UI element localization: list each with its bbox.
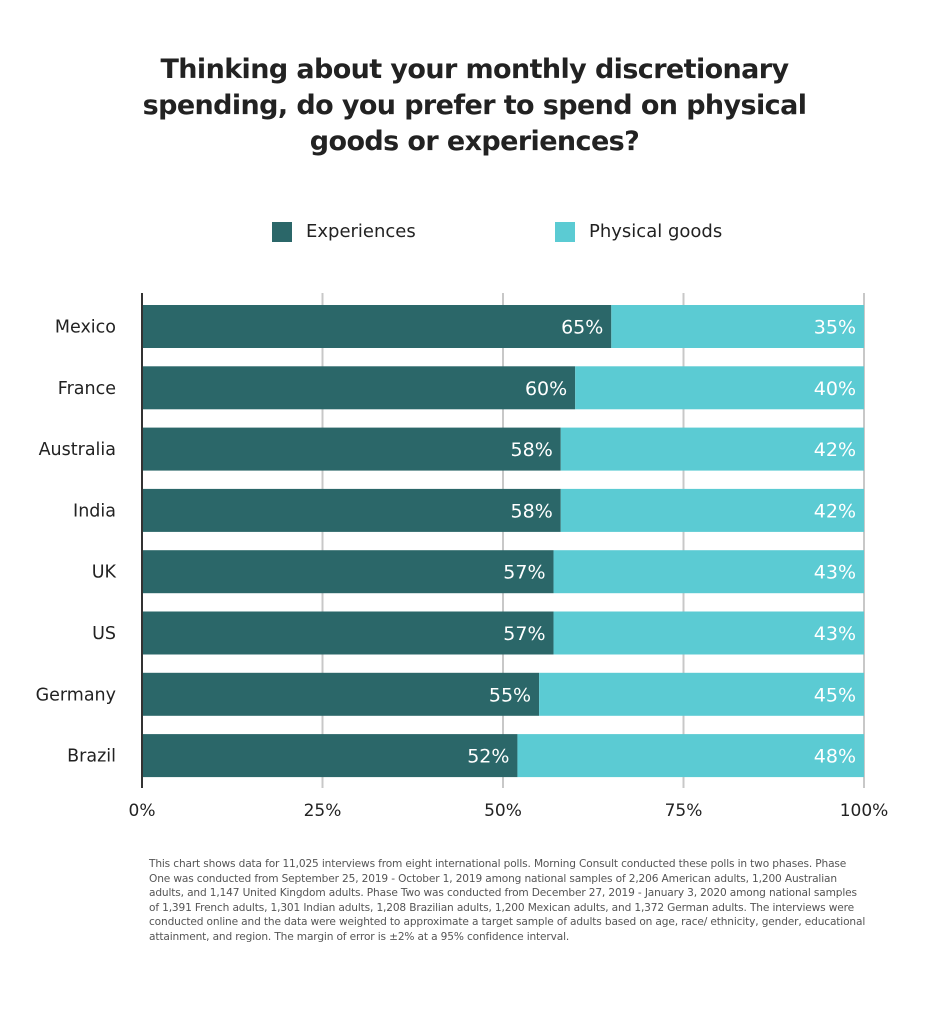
bar-experiences [142,734,518,778]
data-label: 55% [489,684,531,706]
data-label: 57% [503,623,545,645]
legend-swatch-physical-goods [555,221,575,242]
category-label: Germany [36,685,116,705]
data-label: 42% [814,500,856,522]
bar-physical-goods [539,672,864,716]
data-label: 58% [511,500,553,522]
bar-experiences [142,366,576,410]
bar-physical-goods [553,611,864,655]
legend-label: Experiences [306,221,416,242]
x-tick-label: 100% [840,801,889,821]
category-label: France [58,379,116,399]
bar-chart: 65% 35% Mexico 60% 40% France 58% 42% Australia 5… [36,293,889,821]
data-label: 45% [814,684,856,706]
data-label: 58% [511,439,553,461]
legend-swatch-experiences [272,221,292,242]
chart-title-line: spending, do you prefer to spend on phys… [142,90,807,121]
data-label: 65% [561,317,603,339]
bar-physical-goods [517,734,864,778]
category-label: Australia [39,440,116,460]
chart-title-line: Thinking about your monthly discretionar… [160,54,789,85]
bar-experiences [142,672,540,716]
bar-physical-goods [611,305,864,348]
category-label: US [92,624,116,644]
bar-experiences [142,550,554,594]
category-label: India [73,501,116,521]
category-label: Brazil [67,747,116,767]
data-label: 43% [814,623,856,645]
bar-physical-goods [575,366,864,410]
data-label: 48% [814,746,856,768]
chart-title-line: goods or experiences? [309,126,640,157]
data-label: 42% [814,439,856,461]
bar-physical-goods [553,550,864,594]
bar-physical-goods [560,488,864,532]
data-label: 52% [467,746,509,768]
legend-item-physical-goods: Physical goods [555,221,722,242]
legend: Experiences Physical goods [0,221,949,247]
category-label: Mexico [55,318,116,338]
data-label: 43% [814,562,856,584]
legend-label: Physical goods [589,221,723,242]
category-label: UK [92,563,117,583]
bar-experiences [142,305,612,348]
x-tick-label: 0% [129,801,156,821]
x-tick-label: 25% [304,801,342,821]
legend-item-experiences: Experiences [272,221,416,242]
data-label: 35% [814,317,856,339]
data-label: 57% [503,562,545,584]
bar-experiences [142,427,561,471]
x-tick-label: 50% [484,801,522,821]
bar-experiences [142,488,561,532]
x-tick-label: 75% [665,801,703,821]
data-label: 40% [814,378,856,400]
footnote: This chart shows data for 11,025 intervi… [149,858,866,943]
data-label: 60% [525,378,567,400]
bar-physical-goods [560,427,864,471]
bar-experiences [142,611,554,655]
chart-title: Thinking about your monthly discretionar… [0,52,949,160]
